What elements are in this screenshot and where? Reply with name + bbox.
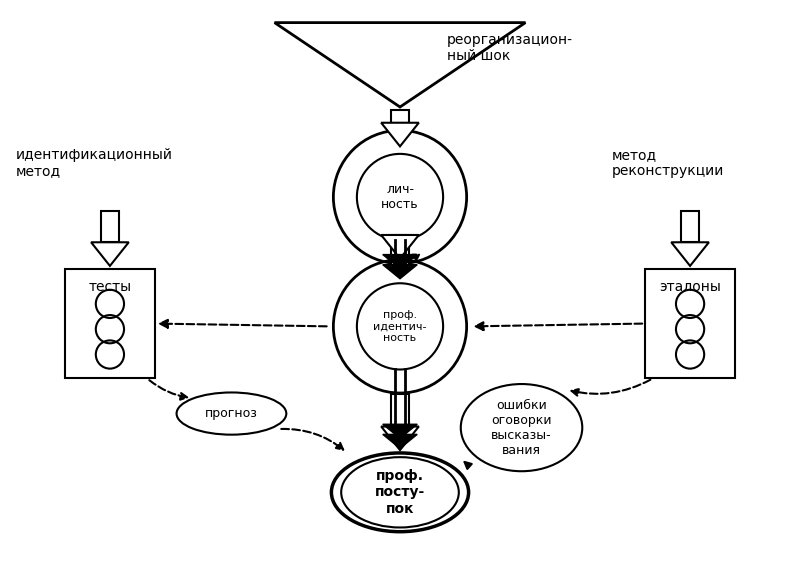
Text: ошибки
оговорки
высказы-
вания: ошибки оговорки высказы- вания [491, 398, 552, 457]
Text: проф.
посту-
пок: проф. посту- пок [375, 469, 425, 515]
Polygon shape [382, 254, 418, 269]
Polygon shape [391, 394, 409, 426]
Polygon shape [382, 424, 418, 439]
Polygon shape [381, 235, 419, 259]
Polygon shape [102, 211, 118, 242]
Text: прогноз: прогноз [205, 407, 258, 420]
Text: эталоны: эталоны [659, 280, 721, 294]
Text: проф.
идентич-
ность: проф. идентич- ность [374, 310, 426, 343]
Polygon shape [91, 242, 129, 266]
Polygon shape [671, 242, 709, 266]
Ellipse shape [177, 393, 286, 435]
Polygon shape [381, 426, 419, 450]
FancyBboxPatch shape [645, 269, 735, 378]
Polygon shape [382, 265, 418, 279]
Text: тесты: тесты [88, 280, 131, 294]
Polygon shape [391, 110, 409, 123]
Text: лич-
ность: лич- ность [381, 183, 419, 211]
Text: реорганизацион-
ный шок: реорганизацион- ный шок [447, 33, 573, 63]
Text: метод
реконструкции: метод реконструкции [612, 148, 724, 179]
Text: идентификационный
метод: идентификационный метод [16, 148, 173, 179]
Polygon shape [382, 435, 418, 448]
Polygon shape [381, 123, 419, 146]
Polygon shape [682, 211, 698, 242]
Ellipse shape [461, 384, 582, 471]
Polygon shape [391, 235, 409, 265]
FancyBboxPatch shape [65, 269, 155, 378]
